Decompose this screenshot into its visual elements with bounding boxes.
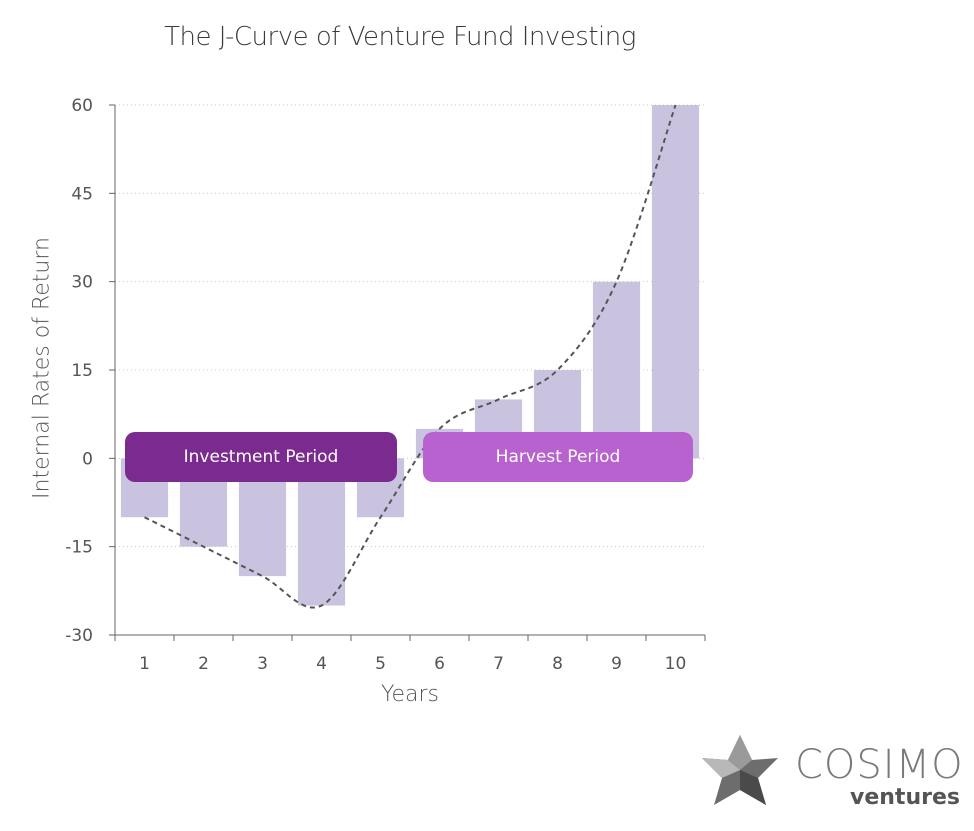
x-axis-label: Years xyxy=(380,682,440,707)
y-tick-label: 0 xyxy=(82,449,93,469)
x-tick-label: 5 xyxy=(375,654,386,674)
x-tick-label: 10 xyxy=(665,654,687,674)
y-axis-label: Internal Rates of Return xyxy=(29,237,55,499)
cosimo-ventures-logo: COSIMO ventures xyxy=(700,730,963,810)
y-tick-label: 45 xyxy=(71,184,93,204)
bar-year-4 xyxy=(297,458,346,606)
y-tick-label: -30 xyxy=(65,626,93,646)
harvest-period-banner: Harvest Period xyxy=(423,432,693,482)
x-tick-label: 7 xyxy=(493,654,504,674)
investment-period-label: Investment Period xyxy=(183,447,339,467)
x-tick-label: 6 xyxy=(434,654,445,674)
x-tick-label: 3 xyxy=(257,654,268,674)
investment-period-banner: Investment Period xyxy=(125,432,397,482)
x-tick-label: 4 xyxy=(316,654,327,674)
bar-year-10 xyxy=(651,105,700,459)
y-tick-label: 30 xyxy=(71,273,93,293)
y-tick-label: 60 xyxy=(71,96,93,116)
y-tick-label: -15 xyxy=(65,538,93,558)
x-tick-label: 2 xyxy=(198,654,209,674)
x-tick-label: 9 xyxy=(611,654,622,674)
bar-year-9 xyxy=(592,281,641,459)
logo-subtitle: ventures xyxy=(850,785,960,810)
x-tick-label: 8 xyxy=(552,654,563,674)
cosimo-star-icon xyxy=(702,735,778,805)
y-tick-label: 15 xyxy=(71,361,93,381)
harvest-period-label: Harvest Period xyxy=(495,447,621,467)
logo-wordmark: COSIMO xyxy=(795,742,964,788)
x-tick-label: 1 xyxy=(139,654,150,674)
chart-title: The J-Curve of Venture Fund Investing xyxy=(164,22,636,52)
